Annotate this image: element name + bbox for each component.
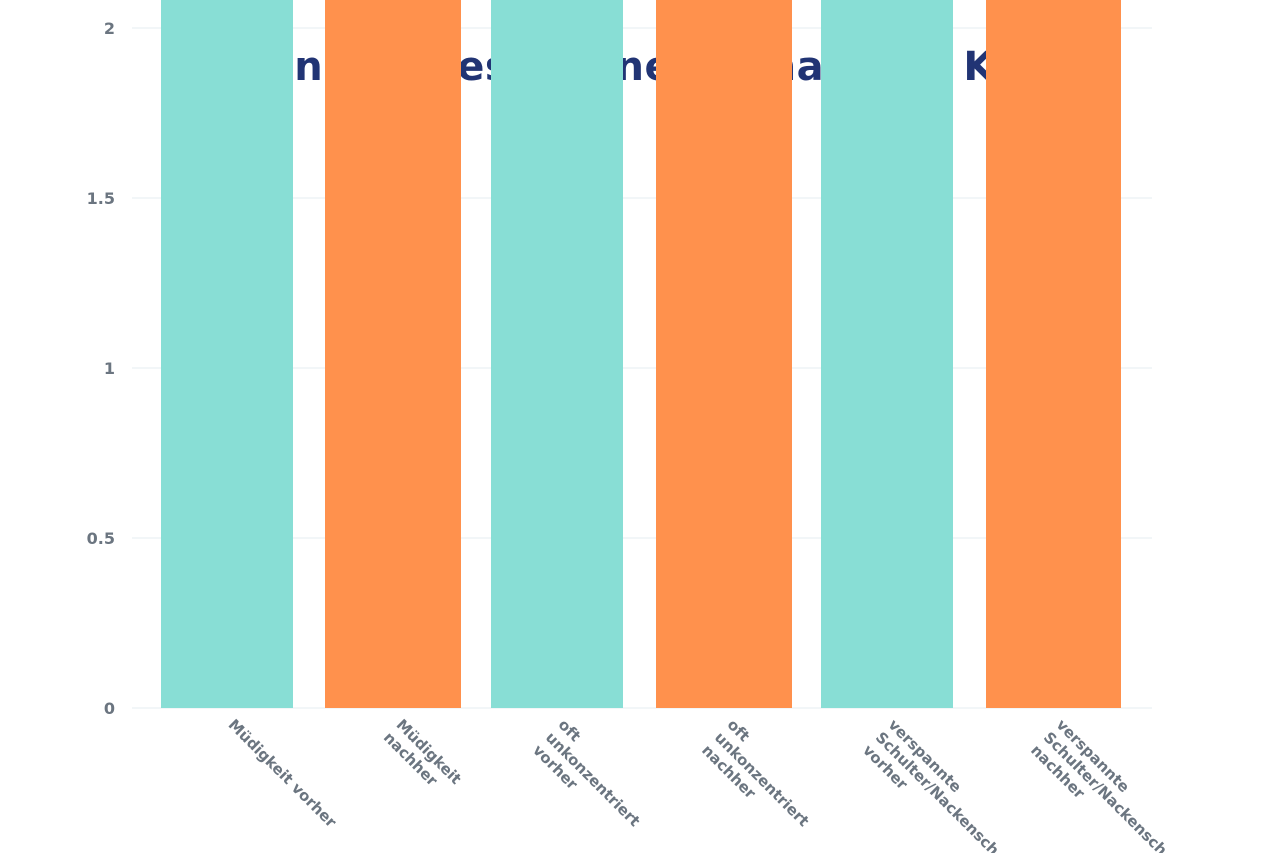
x-category-label-line: Schulter/Nackensch: [1040, 728, 1171, 853]
y-tick-label: 0: [104, 699, 115, 718]
bar[interactable]: [325, 0, 461, 708]
bars: [161, 0, 1121, 709]
x-category-label-line: Schulter/Nackensch: [872, 728, 1003, 853]
x-category-label-line: Müdigkeit vorher: [225, 716, 341, 832]
y-tick-label: 2: [104, 19, 115, 38]
bar[interactable]: [491, 0, 623, 708]
bar[interactable]: [821, 0, 953, 709]
bar[interactable]: [986, 0, 1121, 709]
y-tick-label: 0.5: [87, 529, 115, 548]
y-tick-label: 1.5: [87, 189, 115, 208]
y-tick-label: 1: [104, 359, 115, 378]
bar[interactable]: [161, 0, 293, 708]
chart-title: Ergebnisse des Online Hatha Yoga Kurses: [160, 44, 1120, 90]
grid-layer: [132, 27, 1152, 709]
y-axis-ticks: 00.511.522.53: [87, 19, 115, 718]
bar[interactable]: [656, 0, 792, 709]
x-category-label: Müdigkeit vorher: [225, 716, 341, 832]
